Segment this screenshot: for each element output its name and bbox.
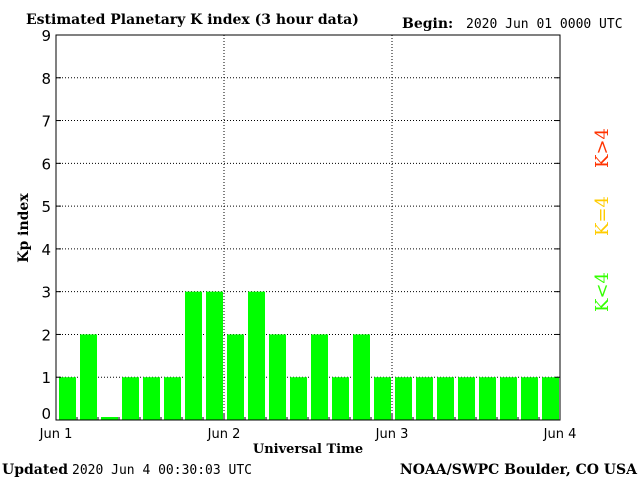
kp-bar bbox=[185, 291, 202, 420]
kp-bar bbox=[374, 377, 391, 420]
y-tick-label: 7 bbox=[41, 113, 51, 131]
x-tick-label: Jun 2 bbox=[207, 427, 241, 442]
legend-above-4: K>4 bbox=[592, 128, 613, 168]
x-tick-label: Jun 4 bbox=[543, 427, 577, 442]
kp-bar bbox=[332, 377, 349, 420]
plot-frame bbox=[55, 34, 561, 421]
legend-equal-4: K=4 bbox=[592, 196, 613, 236]
kp-bar bbox=[248, 291, 265, 420]
x-tick-label: Jun 1 bbox=[39, 427, 73, 442]
y-tick-label: 5 bbox=[41, 198, 51, 216]
kp-bars bbox=[59, 291, 559, 420]
x-tick-label: Jun 3 bbox=[375, 427, 409, 442]
updated-label: Updated bbox=[2, 462, 68, 478]
y-tick-label: 0 bbox=[41, 405, 51, 423]
kp-bar bbox=[59, 377, 76, 420]
kp-bar bbox=[437, 377, 454, 420]
kp-bar bbox=[206, 291, 223, 420]
kp-bar bbox=[143, 377, 160, 420]
x-axis-label: Universal Time bbox=[253, 442, 363, 457]
kp-bar bbox=[269, 334, 286, 420]
y-tick-label: 2 bbox=[41, 326, 51, 344]
updated-value: 2020 Jun 4 00:30:03 UTC bbox=[72, 463, 252, 478]
y-axis-label: Kp index bbox=[16, 193, 32, 263]
chart-title: Estimated Planetary K index (3 hour data… bbox=[26, 12, 359, 28]
kp-bar bbox=[479, 377, 496, 420]
kp-bar bbox=[416, 377, 433, 420]
kp-bar bbox=[395, 377, 412, 420]
y-tick-label: 1 bbox=[41, 369, 51, 387]
y-tick-label: 3 bbox=[41, 284, 51, 302]
kp-bar bbox=[353, 334, 370, 420]
y-tick-label: 4 bbox=[41, 241, 51, 259]
kp-bar bbox=[101, 417, 118, 420]
begin-label: Begin: bbox=[402, 16, 453, 32]
kp-bar bbox=[80, 334, 97, 420]
kp-bar bbox=[542, 377, 559, 420]
kp-bar bbox=[521, 377, 538, 420]
y-tick-label: 9 bbox=[41, 27, 51, 45]
legend-below-4: K<4 bbox=[592, 272, 613, 312]
y-tick-label: 6 bbox=[41, 155, 51, 173]
kp-bar bbox=[500, 377, 517, 420]
kp-bar bbox=[227, 334, 244, 420]
y-axis-ticks: 0 1 2 3 4 5 6 7 8 9 bbox=[41, 27, 560, 423]
kp-bar bbox=[122, 377, 139, 420]
x-axis-ticks: Jun 1 Jun 2 Jun 3 Jun 4 bbox=[39, 414, 577, 442]
grid-lines bbox=[56, 34, 560, 420]
begin-value: 2020 Jun 01 0000 UTC bbox=[466, 17, 623, 32]
source-credit: NOAA/SWPC Boulder, CO USA bbox=[400, 462, 638, 478]
kp-bar bbox=[311, 334, 328, 420]
kp-bar bbox=[290, 377, 307, 420]
y-tick-label: 8 bbox=[41, 70, 51, 88]
kp-bar bbox=[458, 377, 475, 420]
kp-bar bbox=[164, 377, 181, 420]
